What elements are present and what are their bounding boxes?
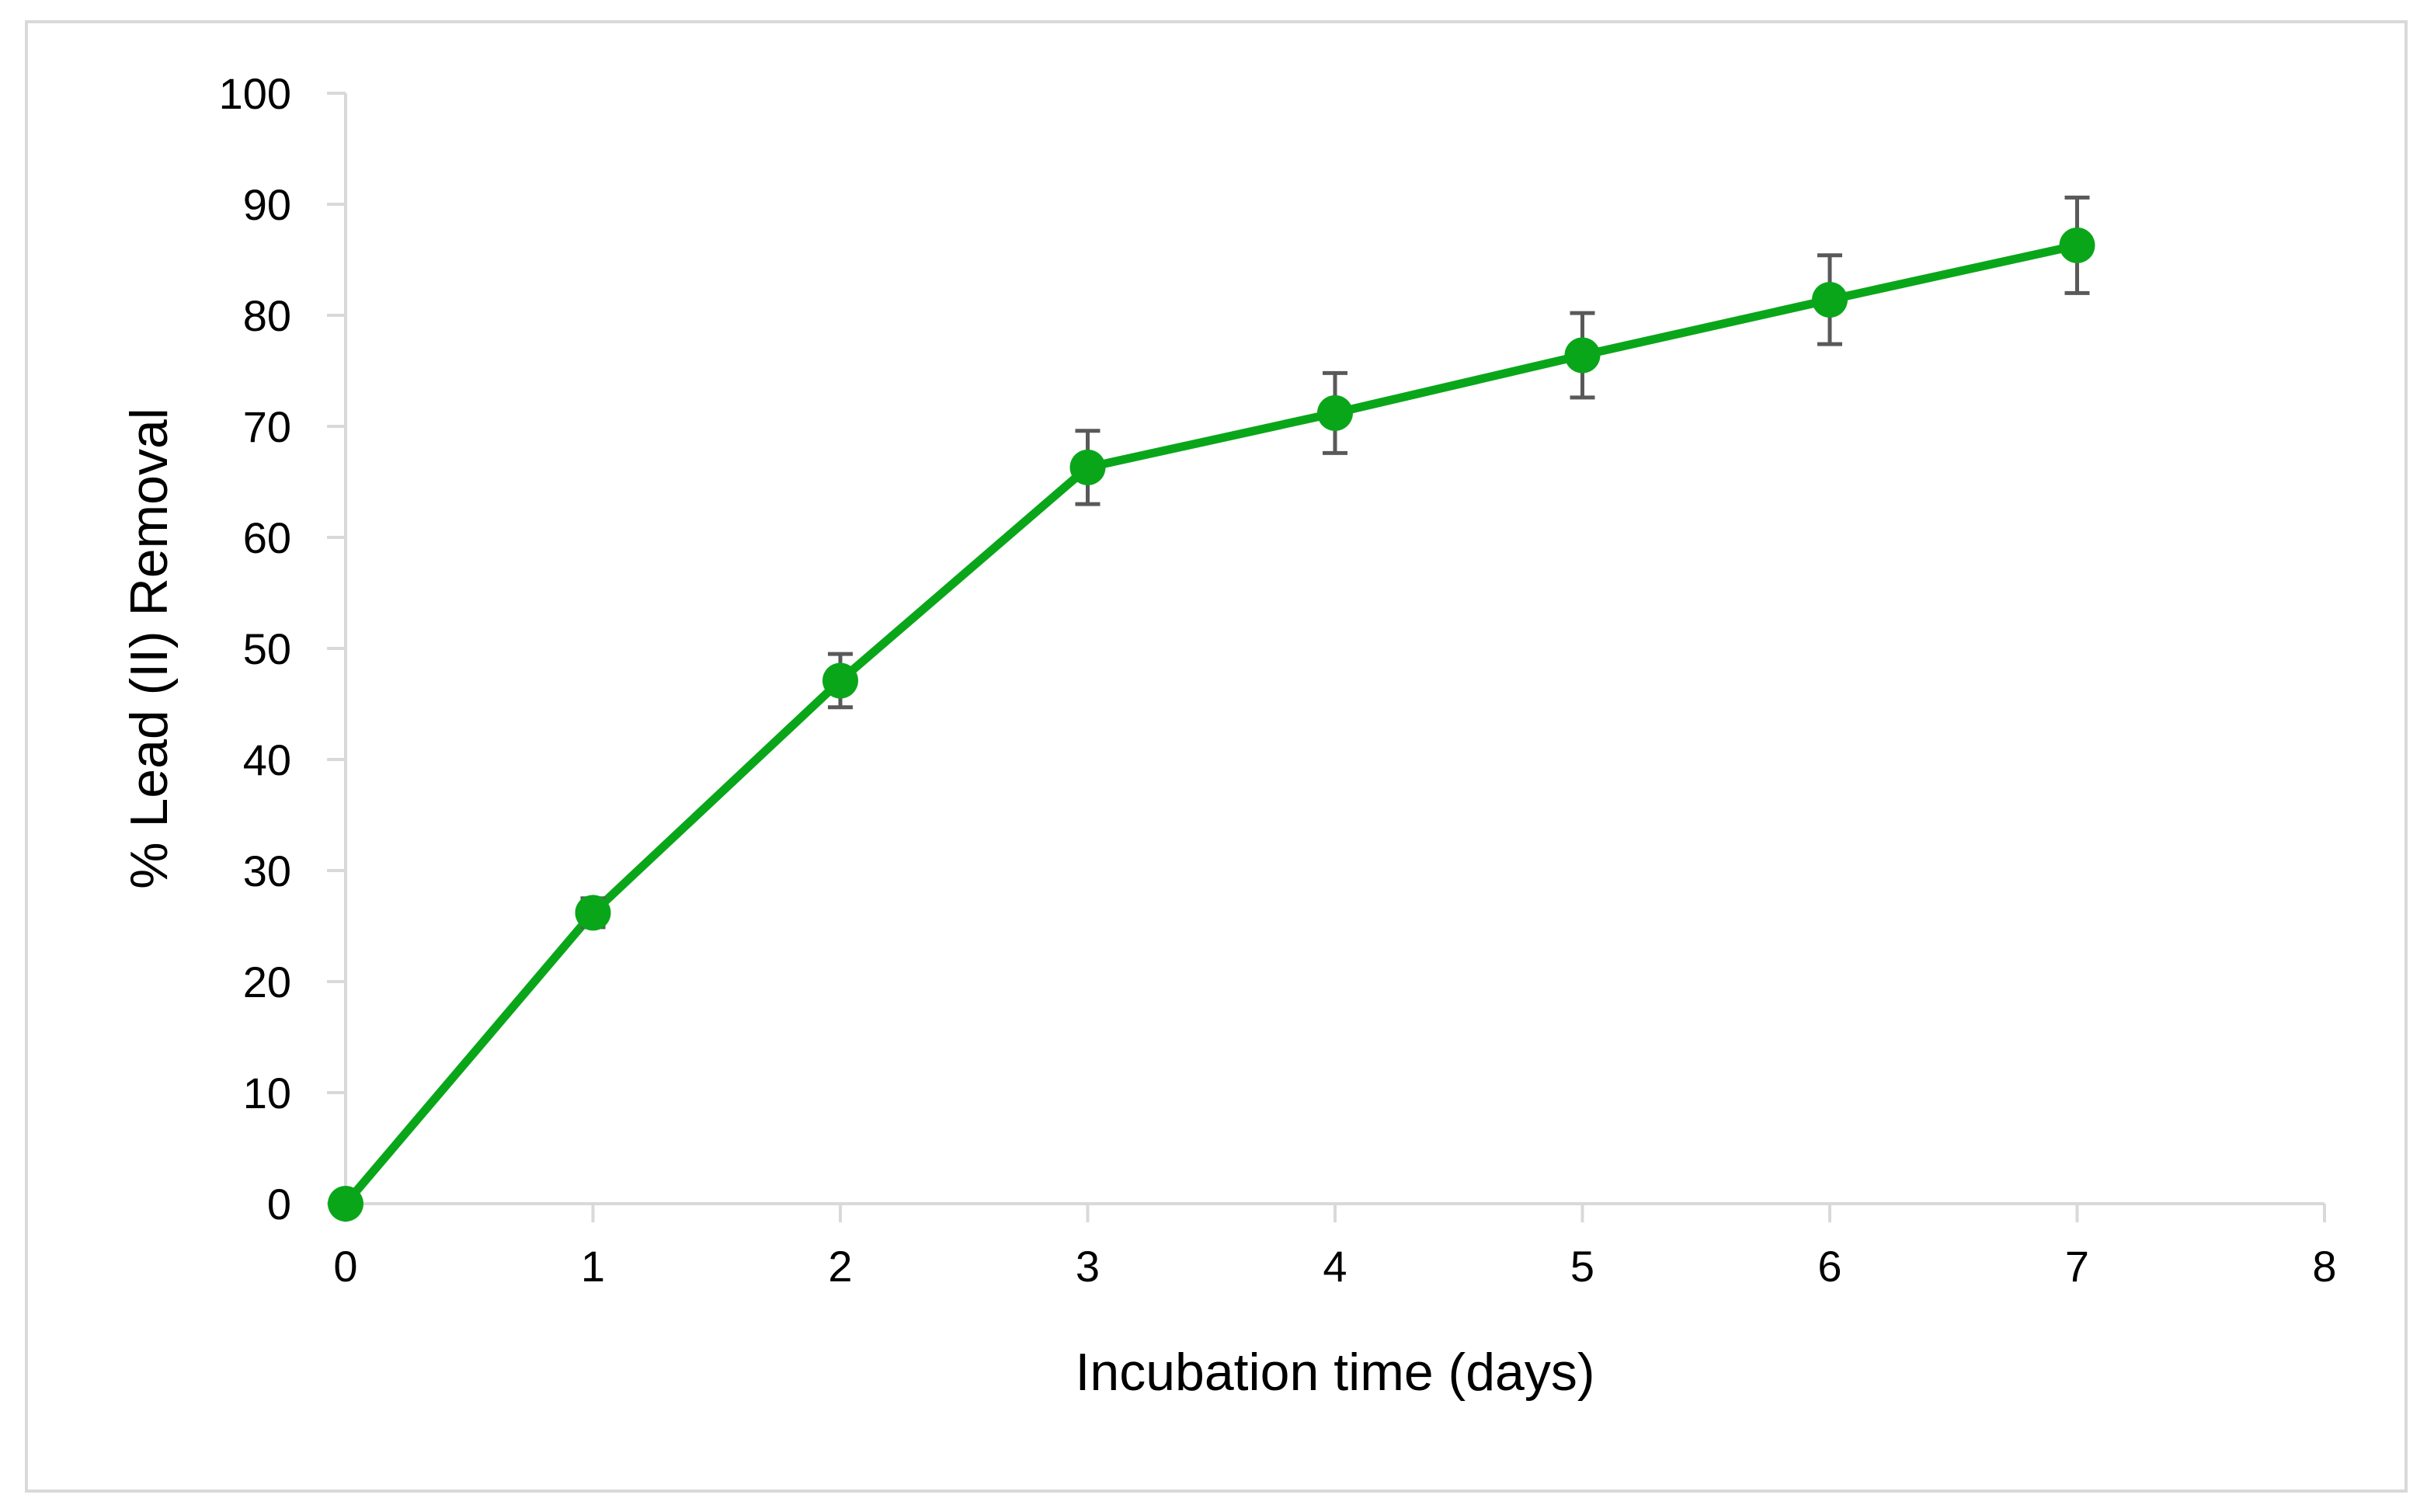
x-tick-label: 0	[333, 1242, 357, 1291]
x-tick-label: 6	[1817, 1242, 1841, 1291]
data-point	[575, 895, 611, 931]
y-tick-label: 10	[243, 1069, 291, 1117]
data-point	[2059, 227, 2095, 263]
data-point	[1069, 449, 1106, 485]
x-tick-label: 8	[2312, 1242, 2336, 1291]
chart-frame	[25, 20, 2408, 1493]
y-axis-ticks: 0 10 20 30 40 50 60 70 80 90 100	[219, 69, 346, 1229]
y-tick-label: 20	[243, 958, 291, 1006]
x-axis-title: Incubation time (days)	[1076, 1343, 1595, 1402]
data-point	[1564, 337, 1601, 374]
y-tick-label: 90	[243, 180, 291, 229]
x-tick-label: 3	[1076, 1242, 1100, 1291]
y-tick-label: 30	[243, 846, 291, 895]
series-layer	[328, 195, 2095, 1222]
y-tick-label: 80	[243, 291, 291, 340]
data-point	[1812, 281, 1848, 318]
y-tick-label: 60	[243, 513, 291, 562]
data-point	[822, 662, 858, 699]
series-line	[342, 241, 2078, 1207]
y-tick-label: 50	[243, 624, 291, 673]
x-tick-label: 2	[828, 1242, 852, 1291]
x-axis-ticks: 0 1 2 3 4 5 6 7 8	[333, 1204, 2337, 1291]
y-tick-label: 70	[243, 402, 291, 451]
x-tick-label: 1	[581, 1242, 605, 1291]
y-tick-label: 100	[219, 69, 291, 118]
x-tick-label: 7	[2065, 1242, 2089, 1291]
data-point	[1317, 395, 1353, 431]
y-tick-label: 40	[243, 735, 291, 784]
y-axis-title: % Lead (II) Removal	[120, 408, 179, 889]
y-tick-label: 0	[267, 1180, 291, 1229]
data-point	[328, 1186, 363, 1222]
x-tick-label: 4	[1323, 1242, 1347, 1291]
x-tick-label: 5	[1570, 1242, 1594, 1291]
